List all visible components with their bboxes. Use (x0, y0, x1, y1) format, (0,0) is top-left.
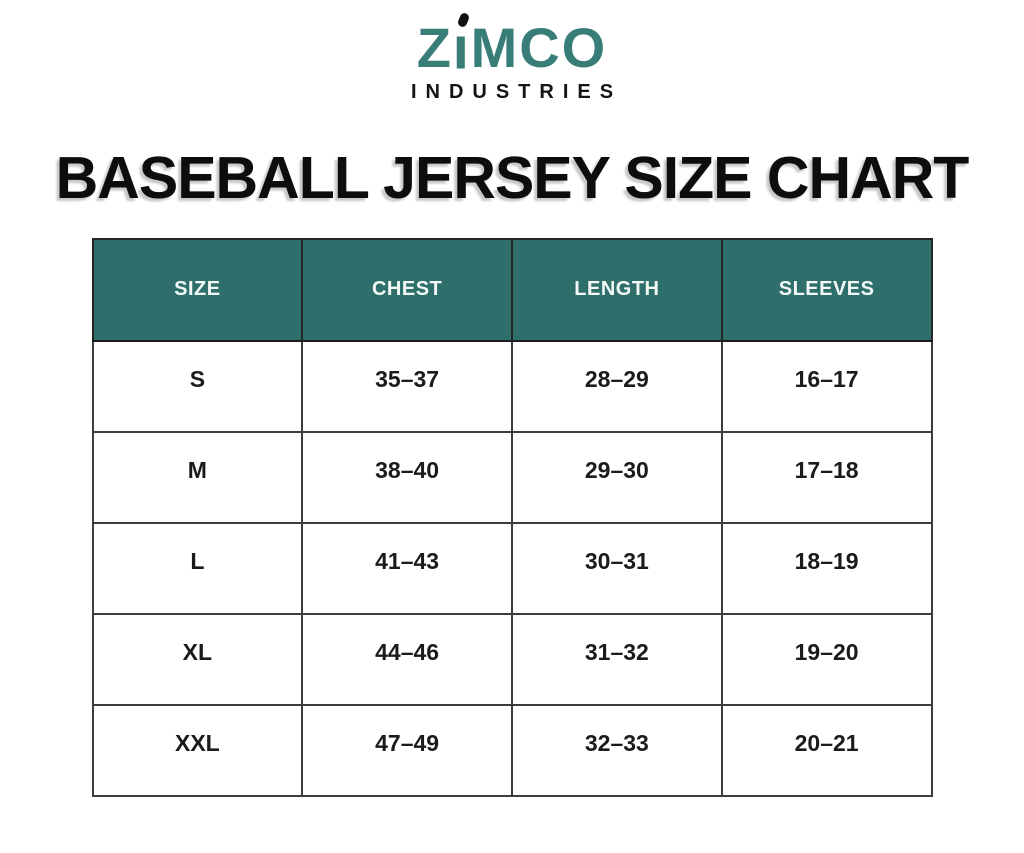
measurement-cell: 20–21 (720, 703, 933, 797)
column-header: LENGTH (511, 237, 723, 342)
size-cell: M (91, 430, 304, 524)
size-cell: L (91, 521, 304, 615)
measurement-cell: 16–17 (720, 339, 933, 433)
measurement-cell: 35–37 (301, 339, 513, 433)
brand-logo-wordmark: Z IMCO (417, 11, 607, 79)
measurement-cell: 30–31 (511, 521, 723, 615)
brand-logo: Z IMCO INDUSTRIES (0, 0, 1024, 104)
size-cell: XXL (91, 703, 304, 797)
table-row: L 41–43 30–31 18–19 (91, 521, 933, 615)
brand-logo-letters-right: MCO (470, 16, 608, 79)
measurement-cell: 47–49 (301, 703, 513, 797)
measurement-cell: 29–30 (511, 430, 723, 524)
measurement-cell: 44–46 (301, 612, 513, 706)
logo-i-dot-icon (456, 11, 471, 29)
size-chart-table: SIZE CHEST LENGTH SLEEVES S 35–37 28–29 16–17 M… (91, 237, 933, 797)
measurement-cell: 17–18 (720, 430, 933, 524)
size-cell: S (91, 339, 304, 433)
brand-logo-subtitle: INDUSTRIES (410, 81, 623, 103)
measurement-cell: 38–40 (301, 430, 513, 524)
size-cell: XL (91, 612, 304, 706)
table-row: XL 44–46 31–32 19–20 (91, 612, 933, 706)
measurement-cell: 28–29 (511, 339, 723, 433)
measurement-cell: 32–33 (511, 703, 723, 797)
table-row: XXL 47–49 32–33 20–21 (91, 703, 933, 797)
measurement-cell: 41–43 (301, 521, 513, 615)
column-header: CHEST (301, 237, 513, 342)
table-row: S 35–37 28–29 16–17 (91, 339, 933, 433)
column-header: SIZE (91, 237, 304, 342)
table-header-row: SIZE CHEST LENGTH SLEEVES (91, 237, 933, 342)
measurement-cell: 19–20 (720, 612, 933, 706)
measurement-cell: 31–32 (511, 612, 723, 706)
brand-logo-letters-left: Z (416, 16, 453, 79)
brand-logo-letter-i: I (453, 11, 471, 79)
brand-logo-letter-i-body: I (453, 26, 471, 79)
table-row: M 38–40 29–30 17–18 (91, 430, 933, 524)
page-title: BASEBALL JERSEY SIZE CHART (55, 145, 970, 211)
column-header: SLEEVES (720, 237, 933, 342)
measurement-cell: 18–19 (720, 521, 933, 615)
